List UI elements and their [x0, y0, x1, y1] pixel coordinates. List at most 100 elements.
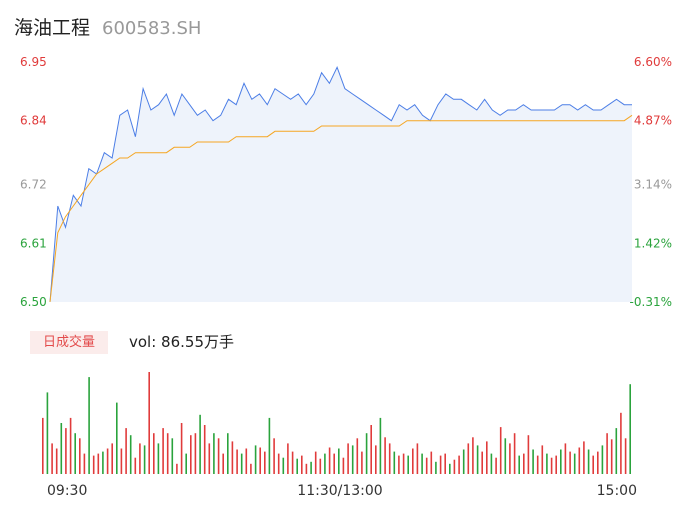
- volume-bar: [518, 455, 520, 474]
- volume-bar: [227, 433, 229, 474]
- y-tick-price: 6.61: [20, 236, 47, 250]
- volume-bars: [42, 372, 631, 474]
- x-tick-label: 15:00: [597, 483, 637, 499]
- volume-bar: [92, 455, 95, 474]
- volume-bar: [587, 449, 590, 474]
- volume-bar: [254, 445, 257, 474]
- volume-bar: [139, 443, 141, 474]
- volume-bar: [407, 455, 409, 474]
- volume-bar: [153, 433, 155, 474]
- volume-bar: [462, 449, 465, 474]
- volume-bar: [342, 457, 345, 474]
- volume-bar: [55, 448, 58, 474]
- volume-bar: [176, 463, 178, 474]
- volume-bar: [388, 443, 391, 474]
- x-axis-labels: 09:30 11:30/13:00 15:00: [47, 483, 637, 499]
- volume-bar: [509, 443, 511, 474]
- volume-badge: 日成交量: [30, 331, 108, 354]
- volume-bar: [379, 417, 382, 474]
- volume-bar: [291, 451, 294, 474]
- volume-bar: [513, 433, 516, 474]
- volume-total: vol: 86.55万手: [129, 333, 234, 351]
- y-axis-labels: 6.95 6.60% 6.84 4.87% 6.72 3.14% 6.61 1.42% 6.50…: [20, 55, 672, 309]
- volume-bar: [444, 453, 446, 474]
- y-tick-percent: 4.87%: [634, 114, 672, 128]
- volume-bar: [546, 453, 548, 474]
- volume-bar: [421, 453, 423, 474]
- volume-bar: [481, 451, 483, 474]
- volume-bar: [324, 453, 326, 474]
- volume-bar: [171, 438, 174, 474]
- volume-bar: [472, 437, 474, 474]
- volume-bar: [495, 457, 497, 474]
- volume-bar: [111, 443, 113, 474]
- y-tick-percent: 1.42%: [634, 236, 672, 250]
- volume-bar: [166, 433, 169, 474]
- volume-bar: [523, 453, 525, 474]
- volume-bar: [430, 451, 433, 474]
- volume-bar: [301, 455, 303, 474]
- volume-bar: [564, 443, 567, 474]
- volume-bar: [208, 443, 211, 474]
- volume-bar: [74, 433, 76, 474]
- stock-code: 600583.SH: [102, 18, 202, 39]
- y-tick-price: 6.72: [20, 178, 47, 192]
- volume-bar: [356, 438, 359, 474]
- volume-bar: [102, 451, 104, 474]
- volume-bar: [162, 428, 164, 474]
- volume-bar: [194, 433, 197, 474]
- volume-bar: [120, 448, 123, 474]
- volume-bar: [88, 377, 90, 474]
- volume-bar: [277, 453, 280, 474]
- volume-bar: [629, 384, 631, 474]
- volume-bar: [610, 439, 613, 474]
- volume-bar: [449, 463, 451, 474]
- volume-bar: [347, 443, 349, 474]
- volume-bar: [624, 438, 627, 474]
- volume-bar: [310, 461, 312, 474]
- page-title: 海油工程 600583.SH: [14, 13, 201, 40]
- volume-bar: [416, 443, 419, 474]
- volume-bar: [296, 458, 298, 474]
- volume-bar: [338, 448, 340, 474]
- volume-bar: [536, 455, 539, 474]
- volume-bar: [606, 433, 608, 474]
- volume-bar: [504, 438, 507, 474]
- volume-bar: [79, 438, 81, 474]
- volume-bar: [532, 449, 534, 474]
- y-tick-price: 6.84: [20, 114, 47, 128]
- volume-bar: [157, 443, 160, 474]
- volume-bar: [583, 441, 585, 474]
- price-area-fill: [50, 67, 632, 302]
- volume-bar: [569, 451, 571, 474]
- volume-bar: [499, 427, 502, 474]
- volume-bar: [592, 455, 594, 474]
- volume-bar: [361, 451, 363, 474]
- volume-bar: [393, 451, 396, 474]
- volume-bar: [328, 447, 331, 474]
- volume-bar: [259, 447, 261, 474]
- volume-bar: [185, 453, 187, 474]
- stock-name: 海油工程: [14, 17, 91, 39]
- volume-bar: [601, 445, 604, 474]
- volume-bar: [222, 453, 224, 474]
- volume-bar: [486, 441, 488, 474]
- volume-bar: [550, 457, 553, 474]
- volume-bar: [106, 448, 109, 474]
- volume-bar: [129, 435, 132, 474]
- volume-bar: [425, 457, 428, 474]
- volume-bar: [458, 455, 460, 474]
- volume-bar: [351, 445, 354, 474]
- volume-bar: [125, 428, 127, 474]
- volume-bar: [69, 417, 72, 474]
- line-group: [49, 66, 633, 303]
- volume-bar: [527, 435, 530, 474]
- volume-bar: [375, 445, 377, 474]
- volume-bar: [231, 441, 234, 474]
- volume-bar: [319, 458, 322, 474]
- volume-bar: [148, 372, 150, 474]
- price-line: [49, 66, 632, 303]
- volume-bar: [620, 412, 622, 474]
- volume-bar: [578, 447, 581, 474]
